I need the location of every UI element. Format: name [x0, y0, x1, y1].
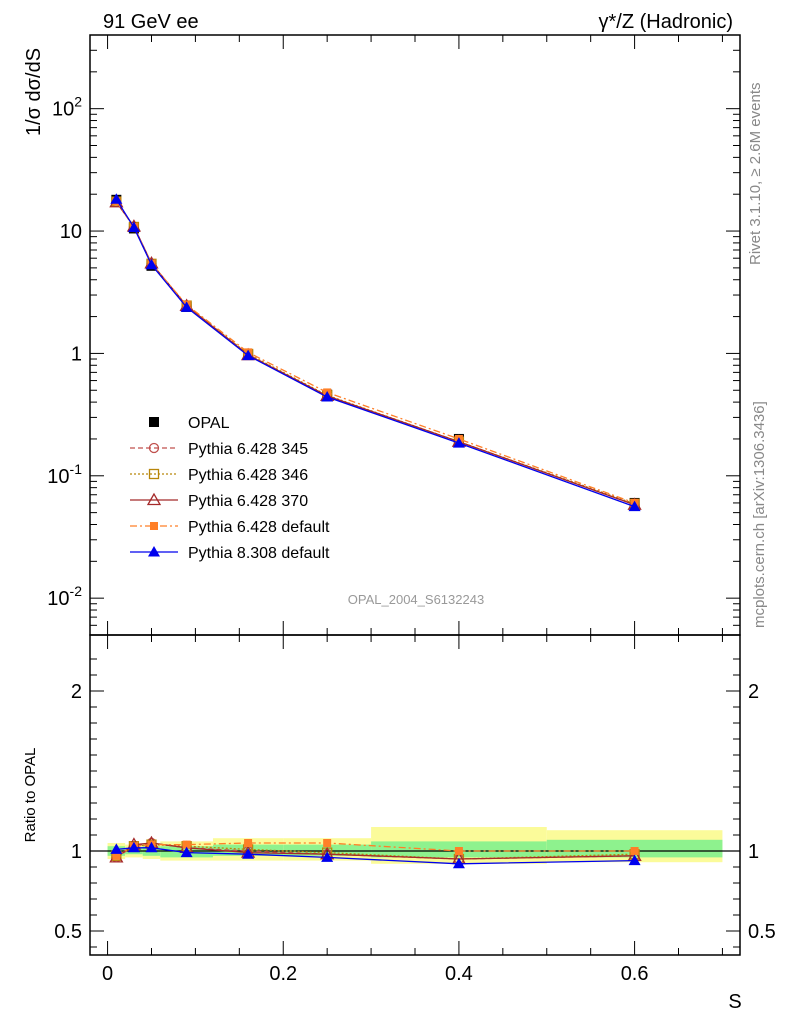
- y-tick-label: 10-1: [47, 461, 82, 488]
- ratio-point: [242, 848, 255, 859]
- series-pythia-6-428-345: [111, 196, 640, 510]
- legend: OPAL Pythia 6.428 345 Pythia 6.428 346 Pyth…: [130, 415, 330, 562]
- y-tick-label: 102: [52, 94, 82, 121]
- legend-label: Pythia 6.428 default: [188, 519, 330, 536]
- y-tick-label: 10: [60, 221, 82, 243]
- data-point: [321, 391, 334, 402]
- y-tick-label: 1: [71, 343, 82, 365]
- legend-entry: Pythia 6.428 345: [130, 441, 308, 458]
- ratio-y-tick-label-right: 0.5: [748, 921, 776, 943]
- series-line: [115, 201, 635, 506]
- ratio-point: [127, 841, 140, 853]
- ratio-panel: [109, 835, 642, 869]
- panel-frames: 10-2 10-1 1 10 102 0 0.2 0.4 0.6 0.5 0.5 1 1 2 2: [47, 34, 776, 985]
- x-tick-label: 0.2: [269, 963, 297, 985]
- main-panel: [109, 193, 642, 512]
- ratio-point: [110, 843, 123, 854]
- series-opal: [111, 194, 640, 508]
- legend-entry: Pythia 6.428 default: [130, 519, 330, 536]
- ratio-y-tick-label: 1: [71, 841, 82, 863]
- main-y-axis-label: 1/σ dσ/dS: [23, 48, 45, 136]
- ratio-point: [244, 839, 253, 847]
- legend-label: Pythia 6.428 346: [188, 467, 308, 484]
- x-axis-label: S: [728, 991, 741, 1013]
- legend-label: OPAL: [188, 415, 230, 432]
- ratio-point: [454, 847, 463, 855]
- legend-entry: Pythia 8.308 default: [130, 545, 330, 562]
- series-line: [115, 201, 635, 505]
- legend-marker: [148, 468, 160, 480]
- rivet-version-label: Rivet 3.1.10, ≥ 2.6M events: [747, 83, 764, 266]
- data-point: [180, 301, 193, 312]
- ratio-point: [182, 840, 191, 849]
- process-label: γ*/Z (Hadronic): [599, 11, 733, 33]
- energy-label: 91 GeV ee: [103, 11, 199, 33]
- ratio-point: [628, 854, 641, 866]
- x-tick-label: 0.4: [445, 963, 473, 985]
- ratio-y-tick-label: 0.5: [54, 921, 82, 943]
- ratio-y-tick-label-right: 2: [748, 681, 759, 703]
- legend-marker: [148, 546, 160, 557]
- ratio-point: [112, 851, 121, 860]
- data-point: [628, 500, 641, 512]
- ratio-point: [321, 851, 334, 862]
- ratio-frame: [89, 634, 741, 956]
- data-point: [452, 437, 465, 448]
- data-point: [127, 221, 140, 232]
- ratio-point: [145, 841, 158, 853]
- x-tick-label: 0.6: [621, 963, 649, 985]
- x-tick-label: 0: [102, 963, 113, 985]
- legend-entry: OPAL: [149, 415, 230, 432]
- legend-entry: Pythia 6.428 346: [130, 467, 308, 484]
- source-label: mcplots.cern.ch [arXiv:1306.3436]: [751, 401, 768, 628]
- ratio-y-axis-label: Ratio to OPAL: [22, 748, 39, 843]
- ratio-series-pythia-8-308-default: [110, 841, 641, 869]
- ratio-point: [180, 846, 193, 858]
- legend-marker: [149, 417, 159, 427]
- series-pythia-6-428-default: [112, 197, 639, 507]
- legend-label: Pythia 6.428 345: [188, 441, 308, 458]
- series-line: [115, 198, 635, 508]
- ratio-y-tick-label-right: 1: [748, 841, 759, 863]
- series-line: [115, 200, 635, 504]
- data-point: [110, 193, 123, 204]
- ratio-point: [630, 847, 639, 855]
- series-line: [115, 201, 635, 506]
- ratio-point: [323, 839, 332, 847]
- legend-label: Pythia 6.428 370: [188, 493, 308, 510]
- data-point: [242, 349, 255, 361]
- legend-marker: [148, 442, 160, 454]
- legend-label: Pythia 8.308 default: [188, 545, 330, 562]
- ratio-y-tick-label: 2: [71, 681, 82, 703]
- ratio-point: [452, 857, 465, 869]
- series-pythia-6-428-370: [109, 194, 642, 510]
- analysis-watermark: OPAL_2004_S6132243: [348, 592, 484, 607]
- data-point: [145, 258, 158, 270]
- series-pythia-6-428-346: [111, 196, 640, 509]
- series-pythia-8-308-default: [110, 193, 641, 512]
- y-tick-label: 10-2: [47, 583, 82, 610]
- legend-marker: [150, 522, 158, 530]
- legend-entry: Pythia 6.428 370: [130, 492, 308, 510]
- legend-marker: [146, 492, 162, 506]
